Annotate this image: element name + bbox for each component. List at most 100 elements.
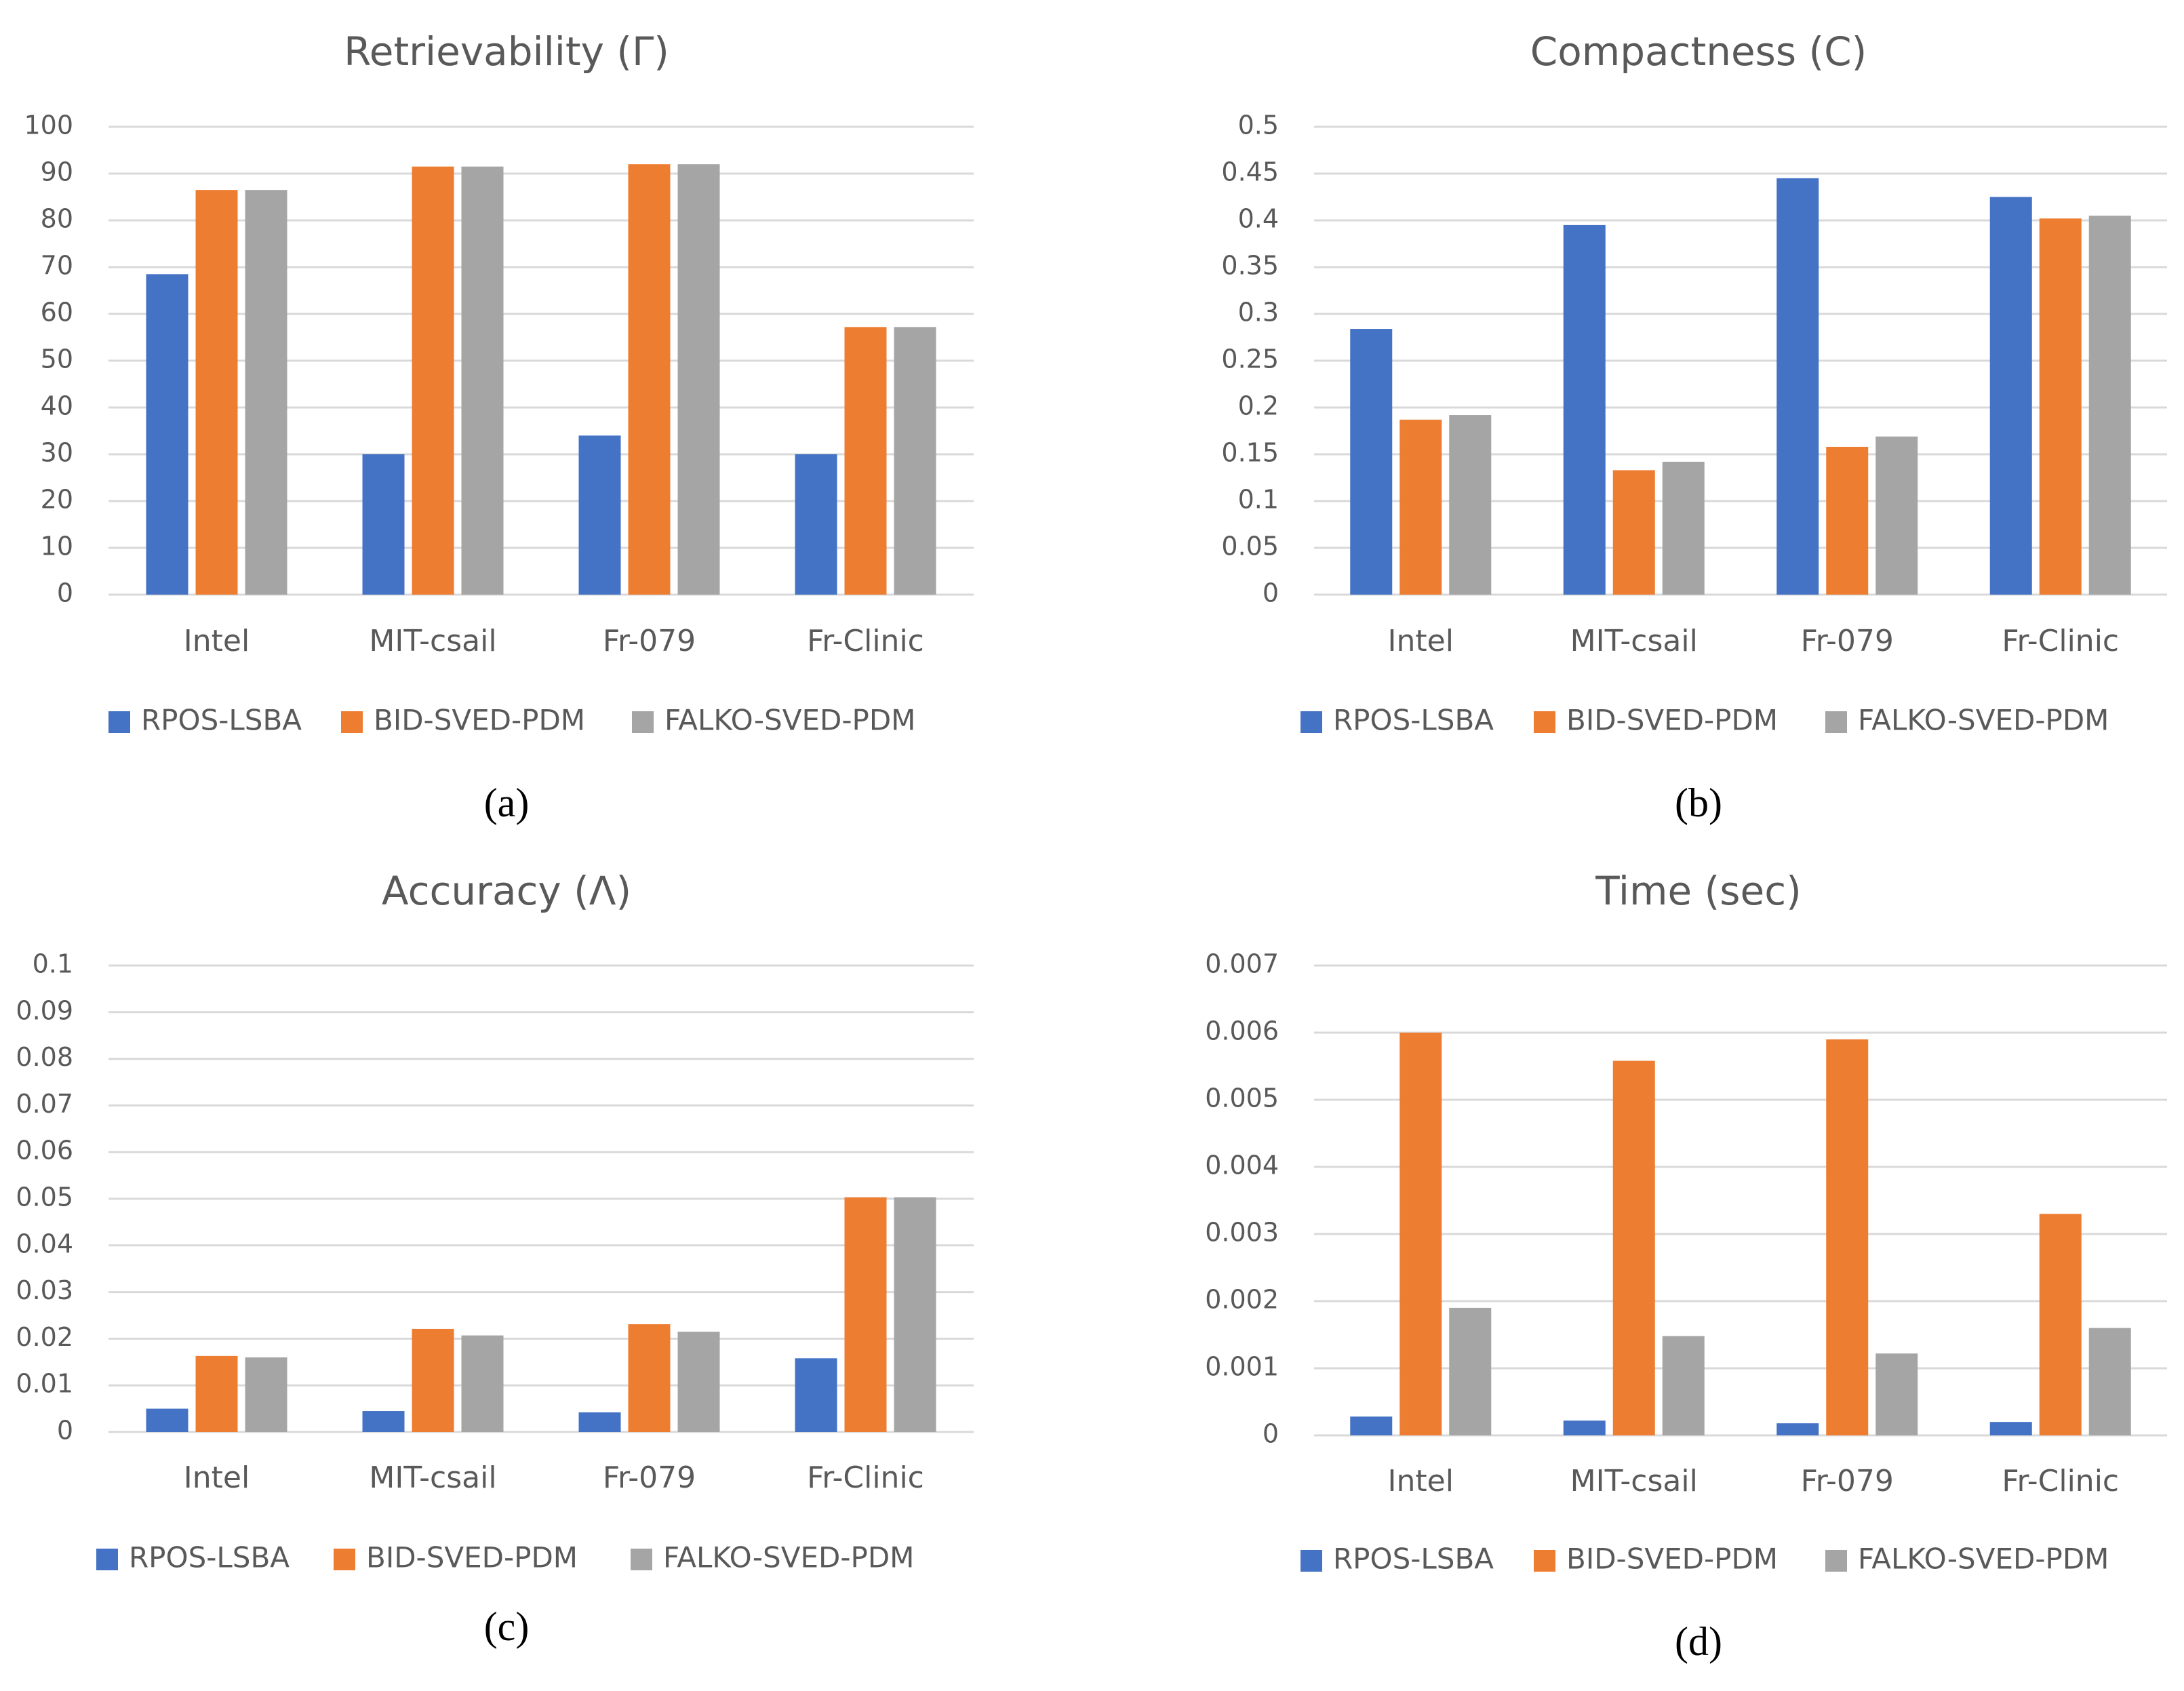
legend-swatch <box>334 1549 355 1570</box>
legend: RPOS-LSBA BID-SVED-PDM FALKO-SVED-PDM <box>1301 704 2109 737</box>
y-tick-label: 0.06 <box>16 1136 73 1166</box>
x-category-label: MIT-csail <box>369 1460 496 1495</box>
bar-falko-sved-pdm-intel <box>1449 1307 1492 1435</box>
x-category-label: MIT-csail <box>1570 1464 1698 1498</box>
legend-label: RPOS-LSBA <box>141 704 302 737</box>
bar-rpos-lsba-intel <box>146 274 188 595</box>
chart-panel-a: Retrievability (Γ) 0 10 20 30 40 50 60 70 80 90 100… <box>24 28 974 825</box>
bar-falko-sved-pdm-mit-csail <box>1662 462 1705 595</box>
y-tick-label: 0.35 <box>1221 251 1279 281</box>
bar-bid-sved-pdm-fr-079 <box>628 1324 671 1432</box>
y-tick-label: 40 <box>41 391 73 421</box>
bar-bid-sved-pdm-mit-csail <box>1612 1060 1655 1435</box>
bar-rpos-lsba-fr-clinic <box>1989 1422 2032 1435</box>
legend-label: RPOS-LSBA <box>1333 1543 1494 1576</box>
bar-bid-sved-pdm-intel <box>1399 1033 1442 1435</box>
bar-bid-sved-pdm-intel <box>195 1355 238 1432</box>
x-category-label: Intel <box>1388 624 1454 658</box>
x-category-label: Fr-079 <box>1801 624 1894 658</box>
bar-rpos-lsba-fr-079 <box>578 1412 621 1432</box>
legend-swatch <box>341 711 363 733</box>
y-tick-label: 0.05 <box>1221 532 1279 561</box>
y-tick-label: 0.15 <box>1221 438 1279 468</box>
legend: RPOS-LSBA BID-SVED-PDM FALKO-SVED-PDM <box>108 704 915 737</box>
x-category-label: Fr-079 <box>1801 1464 1894 1498</box>
bar-falko-sved-pdm-fr-clinic <box>2088 1328 2131 1435</box>
y-tick-label: 0.1 <box>1238 485 1279 515</box>
legend-swatch <box>1534 1550 1555 1572</box>
panel-caption: (c) <box>484 1604 530 1649</box>
bar-rpos-lsba-fr-079 <box>1776 1423 1819 1435</box>
bar-falko-sved-pdm-mit-csail <box>461 166 504 595</box>
legend: RPOS-LSBA BID-SVED-PDM FALKO-SVED-PDM <box>1301 1543 2109 1576</box>
bar-rpos-lsba-fr-079 <box>1776 178 1819 595</box>
bar-rpos-lsba-intel <box>1350 329 1393 595</box>
bar-bid-sved-pdm-fr-clinic <box>844 327 887 595</box>
y-tick-label: 0.2 <box>1238 391 1279 421</box>
legend-label: FALKO-SVED-PDM <box>663 1541 914 1574</box>
y-tick-label: 0.002 <box>1205 1285 1279 1315</box>
legend-swatch <box>1301 711 1322 733</box>
y-tick-label: 0.05 <box>16 1182 73 1212</box>
bar-bid-sved-pdm-mit-csail <box>1612 470 1655 595</box>
panel-caption: (a) <box>484 780 530 825</box>
legend-swatch <box>631 1549 652 1570</box>
legend-label: FALKO-SVED-PDM <box>1858 1543 2109 1576</box>
chart-title: Accuracy (Λ) <box>382 868 631 914</box>
bar-falko-sved-pdm-fr-clinic <box>894 327 936 595</box>
legend-swatch <box>632 711 654 733</box>
legend-label: FALKO-SVED-PDM <box>664 704 915 737</box>
bar-bid-sved-pdm-fr-clinic <box>2039 218 2082 595</box>
legend-swatch <box>108 711 130 733</box>
legend-label: RPOS-LSBA <box>1333 704 1494 737</box>
y-tick-label: 0 <box>57 578 73 608</box>
y-tick-label: 0.1 <box>33 949 73 979</box>
y-tick-label: 0.3 <box>1238 298 1279 327</box>
bar-bid-sved-pdm-fr-clinic <box>844 1197 887 1432</box>
x-category-label: Fr-079 <box>603 1460 696 1495</box>
x-category-label: MIT-csail <box>1570 624 1698 658</box>
y-tick-label: 0.004 <box>1205 1151 1279 1180</box>
y-tick-label: 0.001 <box>1205 1352 1279 1382</box>
y-tick-label: 80 <box>41 204 73 234</box>
bar-falko-sved-pdm-mit-csail <box>461 1335 504 1432</box>
bar-bid-sved-pdm-fr-079 <box>1826 1039 1869 1435</box>
bar-bid-sved-pdm-intel <box>1399 419 1442 595</box>
legend-label: BID-SVED-PDM <box>366 1541 578 1574</box>
y-tick-label: 0.4 <box>1238 204 1279 234</box>
bar-falko-sved-pdm-fr-clinic <box>2088 216 2131 595</box>
y-tick-label: 90 <box>41 157 73 187</box>
legend-swatch <box>1825 711 1847 733</box>
bar-falko-sved-pdm-fr-079 <box>677 164 720 595</box>
bar-falko-sved-pdm-mit-csail <box>1662 1336 1705 1435</box>
bar-falko-sved-pdm-fr-079 <box>1875 1353 1918 1435</box>
bar-falko-sved-pdm-intel <box>1449 415 1492 595</box>
y-tick-label: 0.09 <box>16 995 73 1025</box>
y-tick-label: 0 <box>1263 1419 1279 1449</box>
bar-bid-sved-pdm-fr-079 <box>628 164 671 595</box>
chart-title: Retrievability (Γ) <box>344 28 669 75</box>
bar-falko-sved-pdm-intel <box>245 1357 287 1432</box>
legend-label: FALKO-SVED-PDM <box>1858 704 2109 737</box>
y-tick-label: 10 <box>41 532 73 561</box>
y-tick-label: 100 <box>24 111 73 140</box>
y-tick-label: 0.006 <box>1205 1016 1279 1046</box>
bar-rpos-lsba-mit-csail <box>1563 224 1606 595</box>
y-tick-label: 0.003 <box>1205 1218 1279 1248</box>
bar-bid-sved-pdm-fr-clinic <box>2039 1214 2082 1435</box>
x-category-label: Fr-Clinic <box>807 624 924 658</box>
legend-label: RPOS-LSBA <box>129 1541 290 1574</box>
x-category-label: Intel <box>1388 1464 1454 1498</box>
bar-rpos-lsba-fr-clinic <box>1989 197 2032 595</box>
bar-bid-sved-pdm-mit-csail <box>412 1328 454 1432</box>
panel-caption: (b) <box>1675 780 1722 825</box>
y-tick-label: 0.25 <box>1221 344 1279 374</box>
y-tick-label: 0 <box>1263 578 1279 608</box>
x-category-label: Fr-Clinic <box>2002 1464 2119 1498</box>
bar-rpos-lsba-mit-csail <box>362 454 405 595</box>
legend-label: BID-SVED-PDM <box>374 704 585 737</box>
x-category-label: Intel <box>184 624 250 658</box>
x-category-label: Fr-079 <box>603 624 696 658</box>
legend-swatch <box>1825 1550 1847 1572</box>
